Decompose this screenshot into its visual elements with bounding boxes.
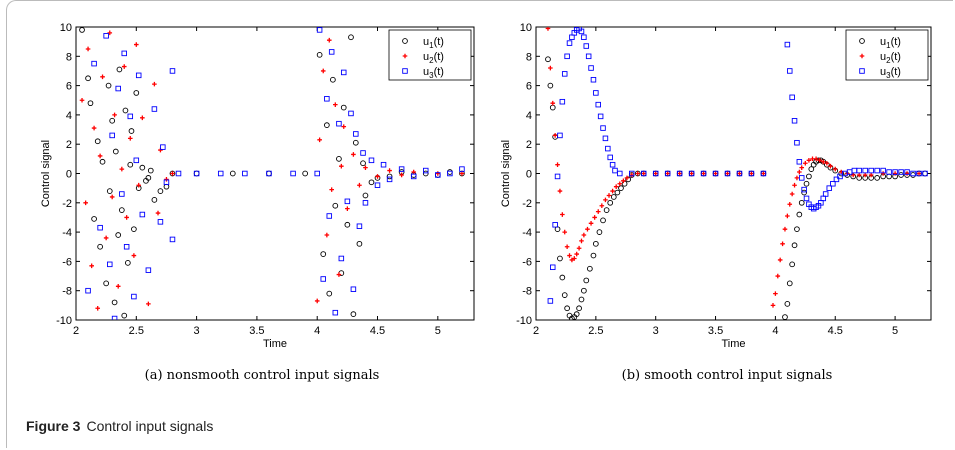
legend-label: u3(t) — [423, 66, 444, 80]
y-tick-label: -2 — [522, 198, 532, 210]
y-axis-label: Control signal — [40, 140, 52, 207]
x-tick-label: 4.5 — [370, 325, 385, 337]
legend-label: u2(t) — [880, 51, 901, 65]
y-tick-label: -4 — [62, 227, 72, 239]
x-tick-label: 5 — [435, 325, 441, 337]
panel-a: (a) nonsmooth control input signals 2 2.5… — [40, 22, 474, 383]
y-tick-label: -2 — [62, 198, 72, 210]
x-axis-label: Time — [721, 338, 745, 350]
y-tick-label: 10 — [520, 22, 532, 34]
y-tick-label: -10 — [56, 315, 72, 327]
y-tick-label: -4 — [522, 227, 532, 239]
figure-caption: Figure 3 Control input signals — [26, 418, 213, 434]
x-tick-label: 3.5 — [708, 325, 723, 337]
legend: u1(t)u2(t)u3(t) — [846, 30, 928, 80]
x-tick-label: 3 — [653, 325, 659, 337]
x-tick-label: 2.5 — [129, 325, 144, 337]
y-tick-label: 2 — [526, 139, 532, 151]
legend: u1(t)u2(t)u3(t) — [389, 30, 471, 80]
x-tick-label: 2.5 — [588, 325, 603, 337]
y-tick-label: -10 — [516, 315, 532, 327]
y-tick-label: 10 — [60, 22, 72, 34]
y-tick-label: 6 — [66, 81, 72, 93]
panel-b: (b) smooth control input signals 2 2.5 3 3.… — [500, 22, 931, 383]
y-tick-label: 8 — [526, 51, 532, 63]
subcaption-b: (b) smooth control input signals — [622, 368, 833, 383]
figure-caption-text: Control input signals — [86, 418, 213, 434]
figure-label: Figure 3 — [26, 418, 80, 434]
y-tick-label: 4 — [66, 110, 72, 122]
x-tick-label: 2 — [73, 325, 79, 337]
y-tick-label: -6 — [522, 256, 532, 268]
x-tick-label: 3.5 — [249, 325, 264, 337]
y-tick-label: 0 — [526, 169, 532, 181]
y-axis-label: Control signal — [500, 140, 512, 207]
y-tick-label: 2 — [66, 139, 72, 151]
y-tick-label: -8 — [62, 286, 72, 298]
x-tick-label: 5 — [892, 325, 898, 337]
x-tick-label: 4 — [314, 325, 320, 337]
y-tick-label: 0 — [66, 169, 72, 181]
subcaption-a: (a) nonsmooth control input signals — [145, 368, 380, 383]
legend-label: u3(t) — [880, 66, 901, 80]
x-tick-label: 2 — [533, 325, 539, 337]
x-tick-label: 4.5 — [828, 325, 843, 337]
y-tick-label: -6 — [62, 256, 72, 268]
y-tick-label: 4 — [526, 110, 532, 122]
y-tick-label: 8 — [66, 51, 72, 63]
y-tick-label: -8 — [522, 286, 532, 298]
y-tick-label: 6 — [526, 81, 532, 93]
x-tick-label: 4 — [772, 325, 778, 337]
legend-label: u2(t) — [423, 51, 444, 65]
legend-label: u1(t) — [423, 36, 444, 50]
x-axis-label: Time — [263, 338, 287, 350]
legend-label: u1(t) — [880, 36, 901, 50]
x-tick-label: 3 — [194, 325, 200, 337]
